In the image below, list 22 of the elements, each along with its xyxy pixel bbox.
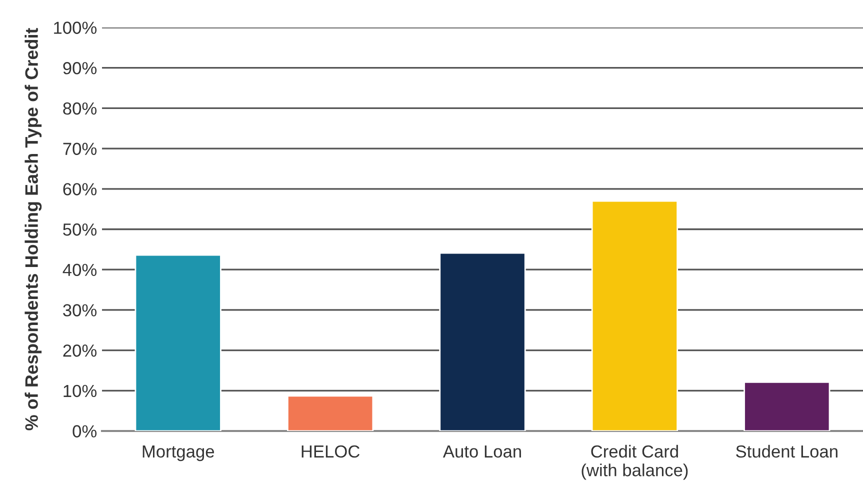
bar <box>744 381 830 431</box>
bar <box>134 254 222 431</box>
y-tick-label: 50% <box>63 223 97 236</box>
bar <box>439 252 526 431</box>
bar <box>286 395 374 431</box>
x-tick-label: HELOC <box>302 445 360 458</box>
y-tick-label: 40% <box>62 264 97 276</box>
y-tick-label: 60% <box>63 183 97 196</box>
y-axis-title: % of Respondents Holding Each Type of Credit <box>24 28 42 430</box>
x-tick-label: Mortgage <box>142 446 214 462</box>
y-tick-label: 70% <box>63 142 97 156</box>
x-tick-label: Auto Loan <box>442 446 521 458</box>
y-tick-label: 30% <box>63 304 97 316</box>
y-tick-label: 90% <box>63 62 97 74</box>
bar <box>591 200 678 431</box>
x-tick-label: Credit Card (with balance) <box>582 444 688 480</box>
y-tick-label: 20% <box>63 344 97 357</box>
y-tick-label: 100% <box>54 22 97 34</box>
y-tick-label: 80% <box>63 102 97 115</box>
x-tick-label: Student Loan <box>736 444 838 458</box>
y-tick-label: 0% <box>72 425 97 438</box>
y-tick-label: 10% <box>64 384 97 398</box>
